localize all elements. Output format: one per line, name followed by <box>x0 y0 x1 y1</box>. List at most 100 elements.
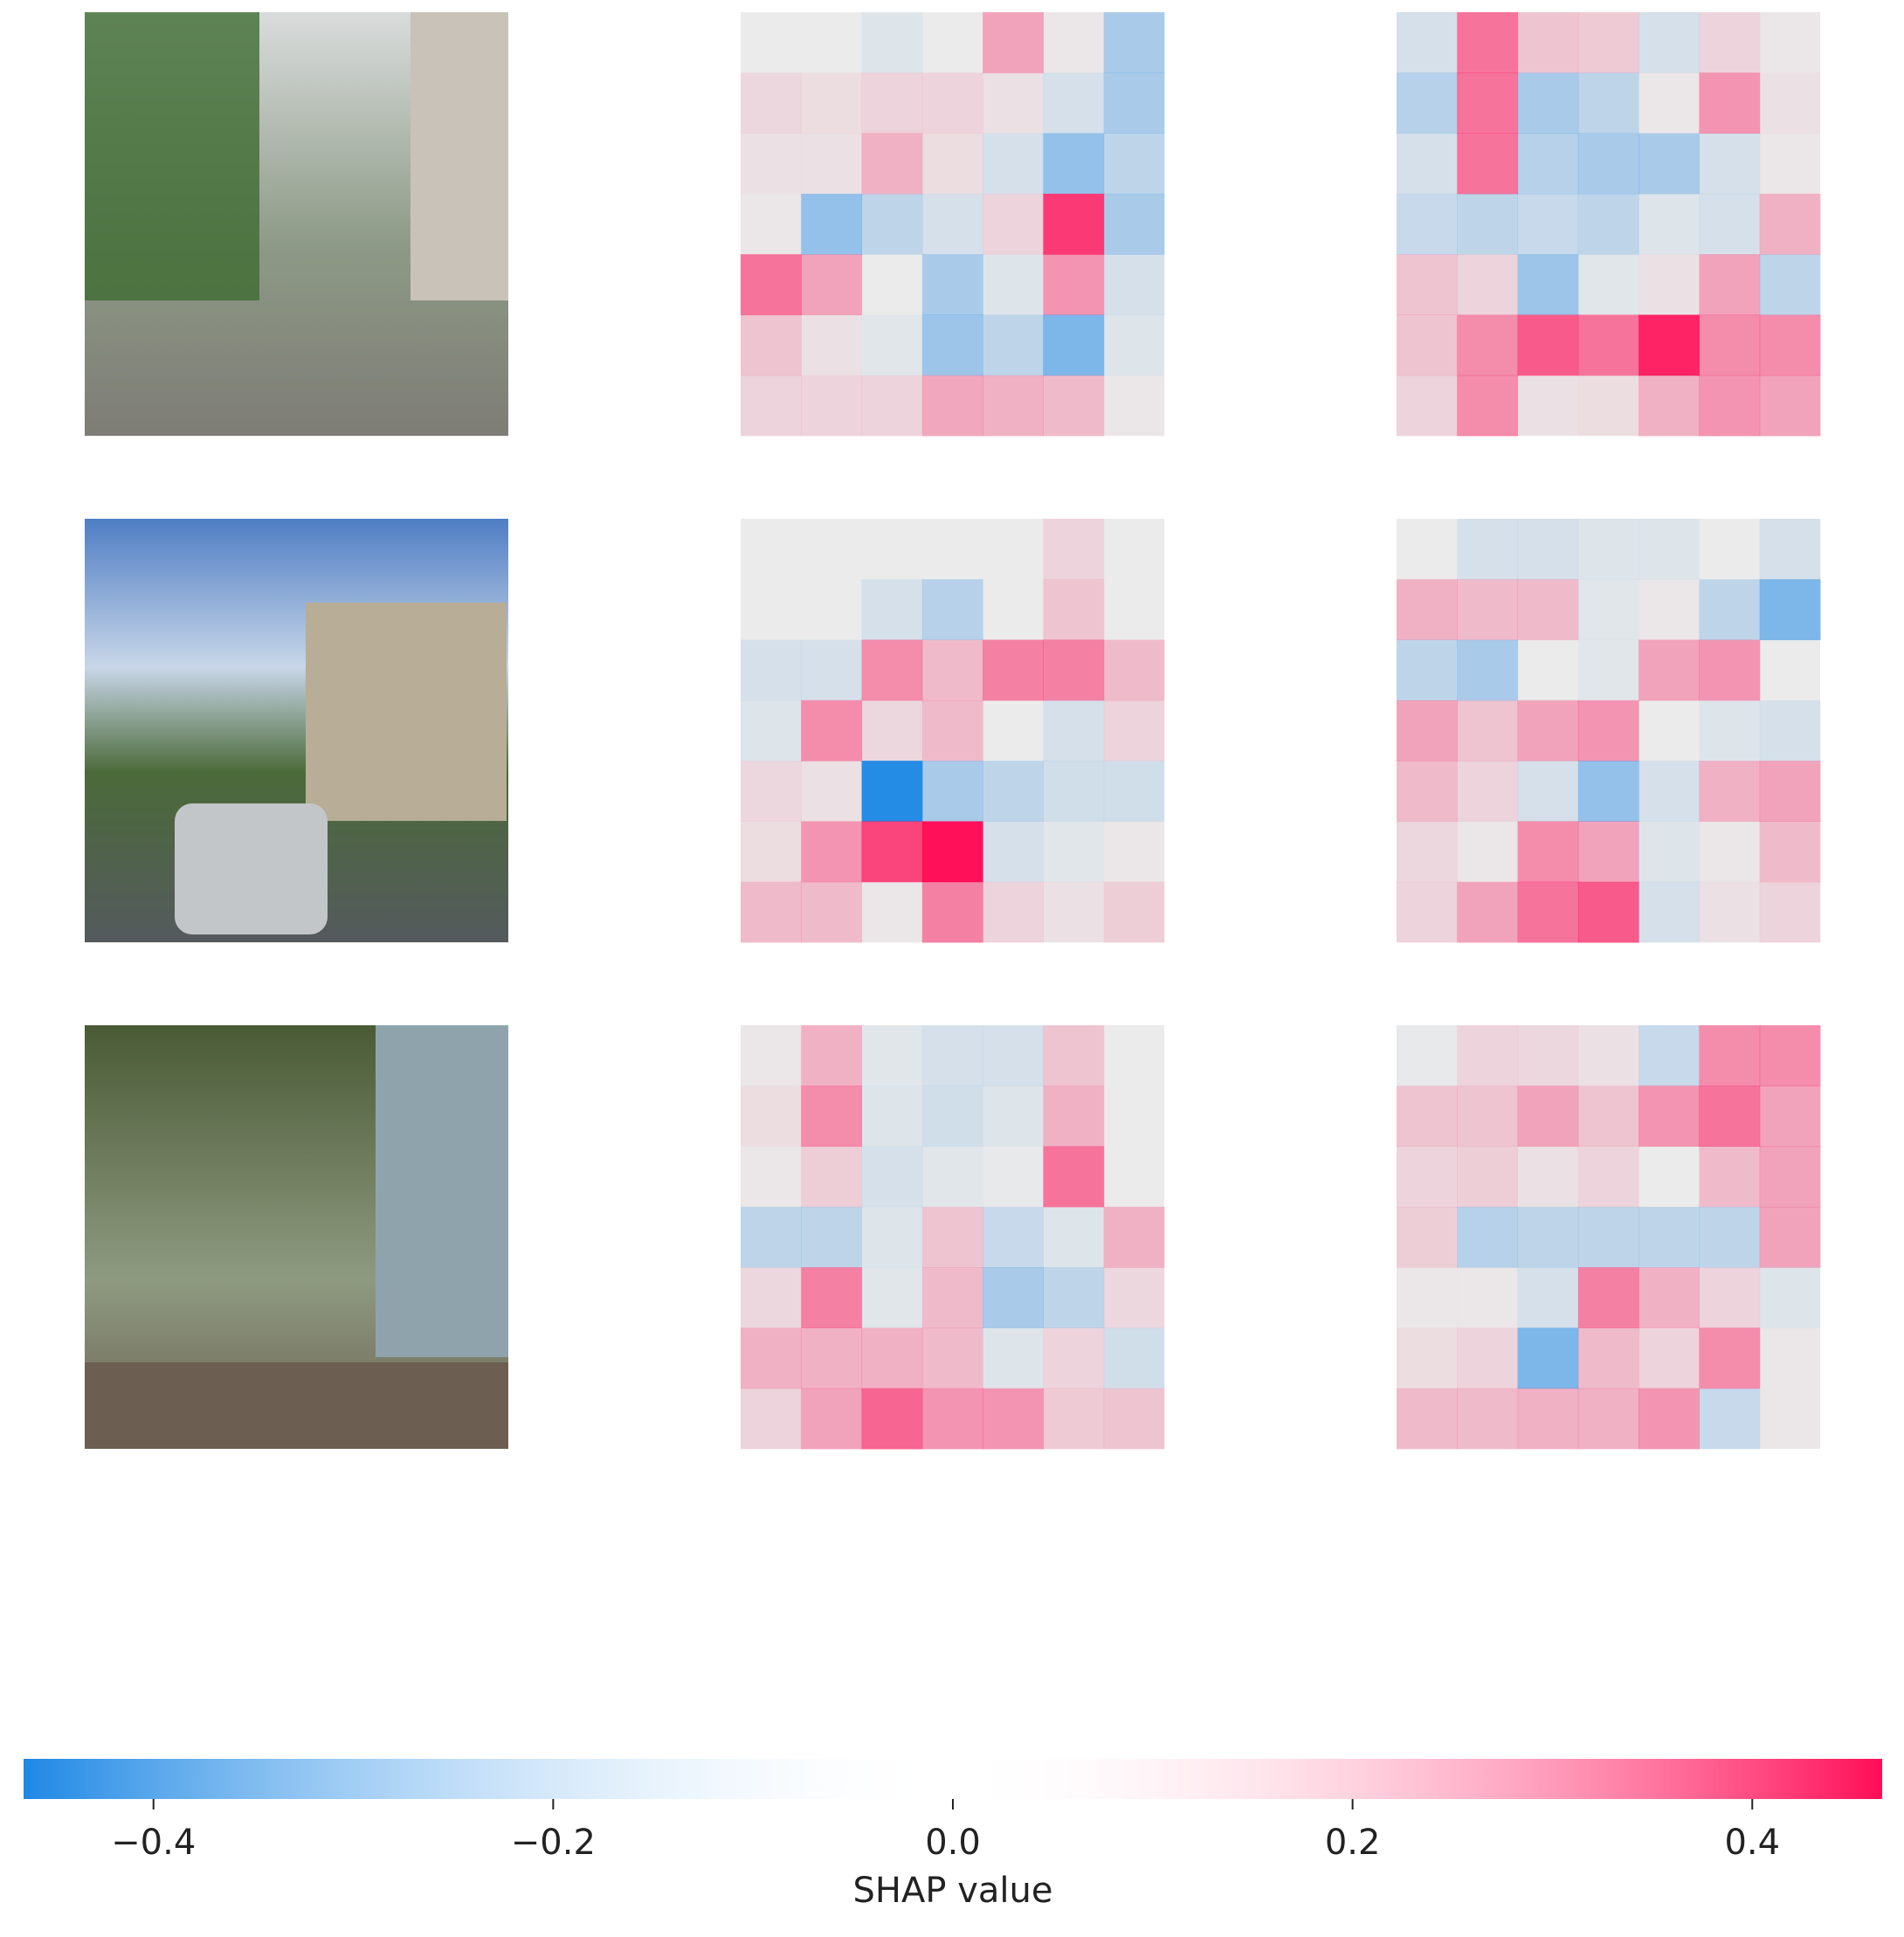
heatmap-cell <box>1577 579 1639 641</box>
heatmap-cell <box>1457 1206 1519 1268</box>
tick-label: 0.2 <box>1325 1823 1381 1863</box>
heatmap-cell <box>1577 72 1639 134</box>
heatmap-cell <box>983 375 1044 437</box>
heatmap-cell <box>1043 193 1105 255</box>
heatmap-cell <box>1043 1146 1105 1208</box>
heatmap-cell <box>1457 639 1519 701</box>
heatmap-cell <box>1577 1025 1639 1086</box>
tick-label: −0.4 <box>111 1823 196 1863</box>
heatmap-cell <box>801 1327 863 1389</box>
heatmap-cell <box>983 821 1044 883</box>
heatmap-cell <box>1577 133 1639 195</box>
heatmap-cell <box>1104 579 1165 640</box>
heatmap-cell <box>1699 700 1761 762</box>
heatmap-cell <box>801 254 863 315</box>
heatmap-cell <box>741 194 802 255</box>
heatmap-cell <box>1517 193 1579 255</box>
heatmap-cell <box>1577 519 1639 580</box>
heatmap-cell <box>1699 193 1761 255</box>
heatmap-cell <box>1577 1206 1639 1268</box>
heatmap-cell <box>861 375 923 437</box>
heatmap-cell <box>1103 12 1165 73</box>
heatmap-cell <box>741 12 802 73</box>
heatmap-cell <box>801 72 863 134</box>
heatmap-cell <box>1577 761 1639 822</box>
heatmap-cell <box>1699 314 1761 376</box>
heatmap-cell <box>1103 314 1165 376</box>
heatmap-cell <box>741 519 802 580</box>
heatmap-cell <box>922 12 983 73</box>
heatmap-cell <box>741 375 802 437</box>
heatmap-cell <box>921 639 983 701</box>
heatmap-cell <box>1103 1206 1165 1268</box>
heatmap-cell <box>741 1147 802 1208</box>
heatmap-cell <box>1759 700 1821 762</box>
heatmap-cell <box>1043 133 1105 195</box>
heatmap-cell <box>1043 579 1105 641</box>
heatmap-cell <box>983 1388 1044 1450</box>
heatmap-cell <box>1699 1025 1761 1086</box>
heatmap-cell <box>921 579 983 641</box>
heatmap-cell <box>1517 881 1579 943</box>
heatmap-cell <box>983 1267 1044 1328</box>
heatmap-cell <box>1103 193 1165 255</box>
heatmap-cell <box>1577 1086 1639 1148</box>
heatmap-cell <box>1638 519 1700 580</box>
heatmap-cell <box>1638 821 1700 883</box>
heatmap-cell <box>1104 519 1165 580</box>
heatmap-cell <box>1103 761 1165 822</box>
heatmap-cell <box>801 12 862 73</box>
heatmap-cell <box>1577 314 1639 376</box>
heatmap-cell <box>1457 254 1519 315</box>
heatmap-cell <box>983 881 1044 943</box>
heatmap-cell <box>1397 133 1458 195</box>
heatmap-cell <box>1577 1267 1639 1328</box>
heatmap-cell <box>801 1388 863 1450</box>
heatmap-cell <box>1103 254 1165 315</box>
heatmap-cell <box>861 12 923 73</box>
heatmap-cell <box>861 1267 923 1328</box>
heatmap-cell <box>1517 133 1579 195</box>
heatmap-cell <box>983 1025 1044 1086</box>
heatmap-cell <box>1759 1267 1821 1328</box>
heatmap-cell <box>1043 1206 1105 1268</box>
heatmap-cell <box>1699 821 1760 882</box>
heatmap-cell <box>1103 1267 1165 1328</box>
heatmap-cell <box>983 1086 1044 1148</box>
heatmap-cell <box>1517 700 1579 762</box>
heatmap-cell <box>983 12 1044 73</box>
heatmap-cell <box>1104 821 1165 882</box>
heatmap-cell <box>1397 639 1458 701</box>
heatmap-cell <box>1397 1146 1458 1208</box>
heatmap-cell <box>1043 1267 1105 1328</box>
heatmap-cell <box>1759 519 1821 580</box>
heatmap-cell <box>1517 254 1579 315</box>
heatmap-cell <box>1759 1146 1821 1208</box>
heatmap-cell <box>1457 314 1519 376</box>
heatmap-cell <box>1397 375 1458 437</box>
heatmap-cell <box>741 639 802 701</box>
tick-label: 0.0 <box>925 1823 981 1863</box>
heatmap-cell <box>1517 579 1579 641</box>
heatmap-cell <box>1759 881 1821 943</box>
heatmap-cell <box>1517 72 1579 134</box>
heatmap-cell <box>1043 375 1105 437</box>
heatmap-cell <box>1103 700 1165 762</box>
heatmap-cell <box>801 519 862 580</box>
heatmap-cell <box>1760 1389 1821 1450</box>
heatmap-cell <box>861 1086 923 1148</box>
heatmap-cell <box>1577 881 1639 943</box>
heatmap-cell <box>741 761 802 822</box>
heatmap-cell <box>1104 1025 1165 1086</box>
heatmap-cell <box>1638 254 1700 315</box>
heatmap-cell <box>1517 821 1579 883</box>
heatmap-cell <box>983 1327 1044 1389</box>
heatmap-cell <box>861 700 923 762</box>
heatmap-cell <box>1760 12 1821 73</box>
heatmap-cell <box>861 314 923 376</box>
heatmap-cell <box>861 193 923 255</box>
heatmap-cell <box>1638 761 1700 822</box>
heatmap-cell <box>1759 579 1821 641</box>
heatmap-cell <box>1397 1025 1458 1086</box>
heatmap-cell <box>1397 579 1458 641</box>
